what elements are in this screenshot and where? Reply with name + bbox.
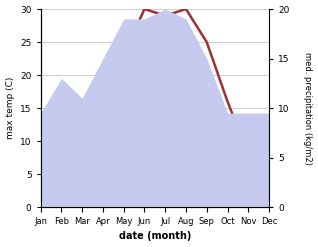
- Y-axis label: med. precipitation (kg/m2): med. precipitation (kg/m2): [303, 52, 313, 165]
- X-axis label: date (month): date (month): [119, 231, 191, 242]
- Y-axis label: max temp (C): max temp (C): [5, 77, 15, 139]
